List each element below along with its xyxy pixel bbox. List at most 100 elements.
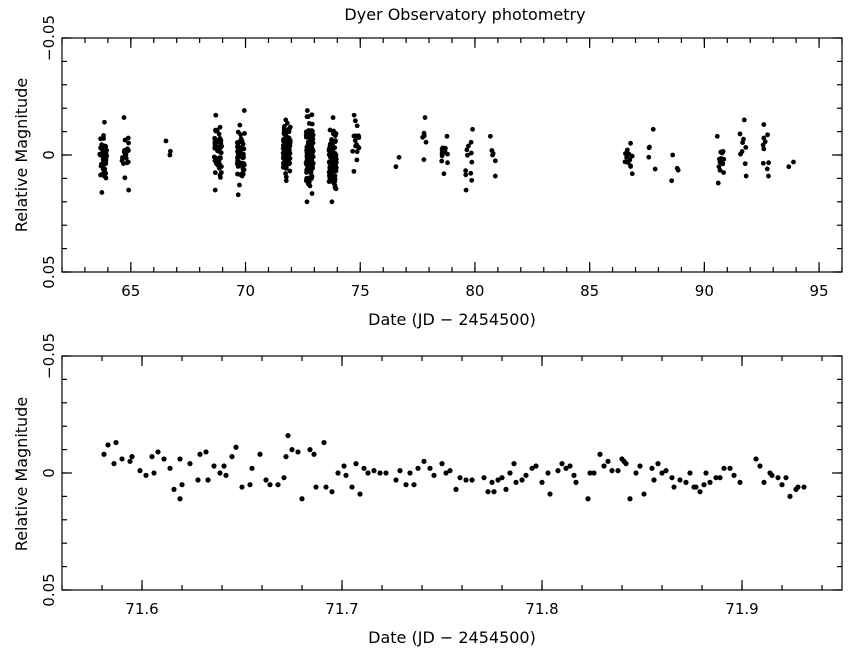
data-point bbox=[321, 439, 327, 446]
data-point bbox=[353, 143, 358, 149]
data-point bbox=[351, 168, 357, 174]
data-point bbox=[687, 470, 693, 476]
data-point bbox=[121, 149, 127, 155]
data-point bbox=[351, 112, 357, 118]
data-point bbox=[519, 477, 525, 483]
data-point bbox=[282, 123, 287, 129]
data-point bbox=[103, 151, 109, 156]
data-point bbox=[287, 143, 292, 149]
data-point bbox=[693, 484, 699, 490]
data-point bbox=[453, 486, 459, 492]
data-point bbox=[615, 468, 621, 474]
data-point bbox=[468, 170, 474, 176]
data-point bbox=[707, 479, 713, 485]
data-point bbox=[463, 172, 469, 178]
data-point bbox=[563, 465, 569, 471]
data-point bbox=[111, 461, 117, 467]
data-point bbox=[743, 145, 749, 150]
chart-title: Dyer Observatory photometry bbox=[344, 5, 585, 24]
data-point bbox=[469, 159, 475, 165]
data-point bbox=[470, 126, 475, 132]
data-point bbox=[309, 112, 315, 118]
data-point bbox=[122, 175, 128, 181]
data-point bbox=[415, 465, 421, 471]
data-point bbox=[421, 130, 427, 136]
data-point bbox=[235, 161, 241, 167]
data-point bbox=[671, 484, 677, 490]
y-tick-label: −0.05 bbox=[40, 333, 58, 379]
data-point bbox=[309, 121, 315, 127]
data-point bbox=[655, 461, 661, 467]
data-point bbox=[407, 470, 413, 476]
data-point bbox=[283, 178, 289, 184]
data-point bbox=[283, 174, 289, 180]
data-point bbox=[761, 122, 767, 127]
data-point bbox=[330, 142, 335, 147]
top-panel: 65 70 75 80 85 90 95 −0.05 0 0.05 Date (JD − 2454… bbox=[12, 15, 843, 329]
data-point bbox=[237, 148, 243, 154]
data-point bbox=[257, 451, 263, 457]
data-point bbox=[287, 138, 292, 144]
data-point bbox=[219, 170, 224, 175]
data-point bbox=[328, 170, 334, 175]
data-point bbox=[221, 463, 227, 469]
x-tick-label: 71.8 bbox=[525, 600, 558, 618]
data-point bbox=[126, 140, 131, 146]
data-point bbox=[286, 126, 292, 132]
data-point bbox=[327, 165, 333, 171]
data-point bbox=[423, 139, 429, 145]
data-point bbox=[305, 114, 311, 120]
data-point bbox=[650, 126, 656, 132]
data-point bbox=[304, 199, 310, 205]
data-point bbox=[740, 140, 746, 145]
data-point bbox=[238, 136, 244, 142]
data-point bbox=[629, 171, 635, 177]
data-point bbox=[305, 139, 311, 145]
data-point bbox=[343, 472, 349, 478]
data-point bbox=[333, 131, 338, 137]
data-point bbox=[100, 157, 106, 163]
data-point bbox=[422, 115, 428, 120]
data-point bbox=[742, 161, 748, 167]
data-point bbox=[333, 139, 338, 144]
data-point bbox=[492, 158, 498, 164]
data-point bbox=[284, 147, 290, 153]
data-point bbox=[468, 139, 474, 145]
data-point bbox=[161, 456, 167, 462]
data-point bbox=[98, 172, 103, 178]
data-point bbox=[489, 479, 495, 485]
data-point bbox=[703, 470, 709, 476]
top-x-axis-label: Date (JD − 2454500) bbox=[368, 310, 536, 329]
data-point bbox=[330, 115, 336, 120]
data-point bbox=[444, 133, 450, 139]
data-point bbox=[281, 475, 287, 481]
data-point bbox=[241, 108, 247, 113]
data-point bbox=[769, 472, 775, 478]
data-point bbox=[539, 479, 545, 485]
data-point bbox=[308, 133, 314, 139]
data-point bbox=[490, 152, 495, 158]
data-point bbox=[609, 468, 615, 474]
data-point bbox=[214, 127, 220, 133]
data-point bbox=[775, 475, 781, 481]
data-point bbox=[113, 439, 119, 446]
data-point bbox=[628, 140, 633, 146]
data-point bbox=[275, 482, 281, 488]
data-point bbox=[393, 164, 399, 170]
data-point bbox=[179, 482, 185, 488]
data-point bbox=[155, 449, 161, 455]
data-point bbox=[242, 131, 247, 136]
data-point bbox=[786, 164, 792, 170]
data-point bbox=[235, 144, 240, 150]
data-point bbox=[463, 168, 469, 174]
data-point bbox=[463, 477, 469, 483]
data-point bbox=[282, 156, 288, 162]
data-point bbox=[445, 160, 450, 166]
data-point bbox=[307, 447, 313, 453]
data-point bbox=[441, 150, 447, 155]
data-point bbox=[545, 470, 551, 476]
data-point bbox=[240, 155, 246, 161]
data-point bbox=[304, 108, 310, 113]
data-point bbox=[323, 484, 329, 490]
